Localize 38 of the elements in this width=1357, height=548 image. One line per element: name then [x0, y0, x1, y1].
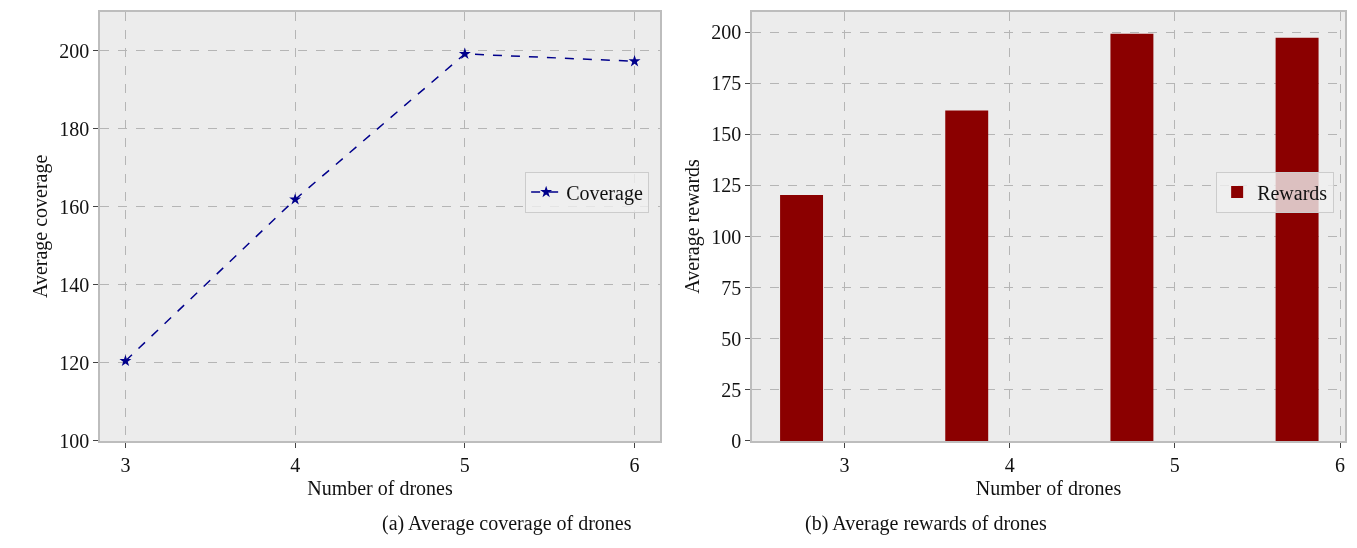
y-tick-label: 200: [59, 39, 90, 62]
y-tick-label: 120: [59, 351, 90, 374]
y-tick-label: 75: [721, 276, 742, 299]
legend-label: Rewards: [1257, 181, 1328, 204]
y-tick-label: 25: [721, 378, 742, 401]
y-tick-label: 160: [59, 195, 90, 218]
x-axis-title: Number of drones: [307, 476, 453, 499]
y-tick-label: 0: [731, 429, 742, 452]
x-tick-label: 3: [839, 453, 850, 476]
point: [289, 193, 302, 205]
point: [119, 354, 132, 367]
y-axis-title: Average coverage: [29, 154, 53, 299]
y-tick-label: 175: [711, 72, 742, 95]
bar: [1110, 33, 1154, 441]
text: (a) Average coverage of drones: [382, 512, 632, 535]
x-tick-label: 5: [459, 453, 470, 476]
text: (b) Average rewards of drones: [805, 512, 1047, 535]
x-tick-label: 4: [1004, 453, 1015, 476]
y-tick-label: 140: [59, 273, 90, 296]
y-tick-label: 100: [59, 429, 90, 452]
x-tick-label: 6: [1335, 453, 1346, 476]
y-tick-label: 125: [711, 174, 742, 197]
bar: [945, 110, 989, 441]
legend-label: Coverage: [566, 181, 643, 205]
x-axis-title: Number of drones: [975, 476, 1122, 499]
bar: [780, 194, 824, 441]
x-tick-label: 4: [290, 453, 301, 476]
x-tick-label: 6: [629, 453, 640, 476]
point: [628, 55, 641, 67]
y-axis-title: Average rewards: [681, 158, 705, 294]
y-tick-label: 100: [711, 225, 742, 248]
x-tick-label: 5: [1169, 453, 1180, 476]
y-tick-label: 50: [721, 327, 742, 350]
y-tick-label: 150: [711, 123, 742, 146]
y-tick-label: 200: [711, 21, 742, 44]
y-tick-label: 180: [59, 117, 90, 140]
x-tick-label: 3: [120, 453, 131, 476]
point: [458, 47, 471, 59]
